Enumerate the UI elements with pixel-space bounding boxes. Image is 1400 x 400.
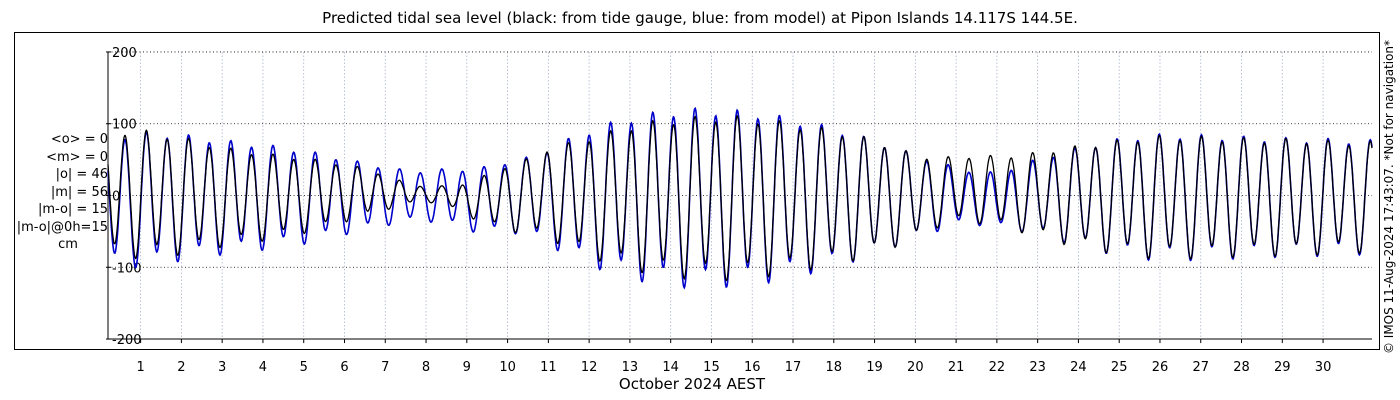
x-tick-label: 17: [785, 360, 802, 375]
x-tick-label: 24: [1070, 360, 1087, 375]
stat-abs-diff-0h: |m-o|@0h=15: [16, 219, 108, 235]
series-group: [107, 106, 1373, 290]
x-tick-label: 7: [381, 360, 389, 375]
x-tick-label: 16: [744, 360, 761, 375]
plot-frame: [14, 32, 1380, 350]
x-tick-label: 13: [622, 360, 639, 375]
x-tick-label: 9: [463, 360, 471, 375]
x-tick-label: 6: [340, 360, 348, 375]
x-tick-label: 29: [1274, 360, 1291, 375]
x-tick-label: 25: [1111, 360, 1128, 375]
x-tick-label: 28: [1233, 360, 1250, 375]
x-tick-label: 21: [948, 360, 965, 375]
x-tick-label: 3: [218, 360, 226, 375]
y-tick-label: -200: [112, 333, 142, 348]
x-tick-label: 19: [866, 360, 883, 375]
x-tick-label: 26: [1152, 360, 1169, 375]
x-tick-label: 5: [300, 360, 308, 375]
x-tick-label: 12: [581, 360, 598, 375]
grid: [108, 51, 1372, 340]
stat-mean-model: <m> = 0: [46, 149, 108, 165]
x-tick-label: 18: [826, 360, 843, 375]
stat-unit: cm: [58, 237, 78, 252]
x-tick-label: 4: [259, 360, 267, 375]
y-tick-label: 0: [112, 190, 120, 205]
stat-mean-observed: <o> = 0: [50, 132, 108, 147]
stat-abs-model: |m| = 56: [50, 184, 108, 200]
x-tick-label: 10: [499, 360, 516, 375]
stat-abs-observed: |o| = 46: [55, 167, 108, 182]
stats-panel: <o> = 0 <m> = 0 |o| = 46 |m| = 56 |m-o| …: [14, 131, 108, 254]
axes: 1 2 3 4 5 6 7 8 9 10 11 12 13 14 15 16 17 18 19 20 21 22 23 24 2…: [106, 46, 1372, 375]
x-tick-label: 22: [989, 360, 1006, 375]
credit-text: © IMOS 11-Aug-2024 17:43:07. *Not for na…: [1382, 39, 1396, 355]
y-tick-label: 100: [112, 118, 137, 133]
gauge-series-line: [107, 114, 1373, 282]
x-tick-label: 11: [540, 360, 557, 375]
stat-abs-diff: |m-o| = 15: [37, 202, 108, 217]
x-tick-label: 15: [703, 360, 720, 375]
x-tick-label: 27: [1192, 360, 1209, 375]
x-tick-label: 30: [1315, 360, 1332, 375]
x-tick-label: 2: [177, 360, 185, 375]
chart-title: Predicted tidal sea level (black: from t…: [322, 9, 1078, 27]
x-tick-label: 8: [422, 360, 430, 375]
y-tick-label: 200: [112, 46, 137, 61]
x-tick-label: 20: [907, 360, 924, 375]
x-tick-label: 14: [662, 360, 679, 375]
x-tick-label: 1: [136, 360, 144, 375]
x-axis-label: October 2024 AEST: [618, 375, 766, 393]
x-tick-label: 23: [1029, 360, 1046, 375]
